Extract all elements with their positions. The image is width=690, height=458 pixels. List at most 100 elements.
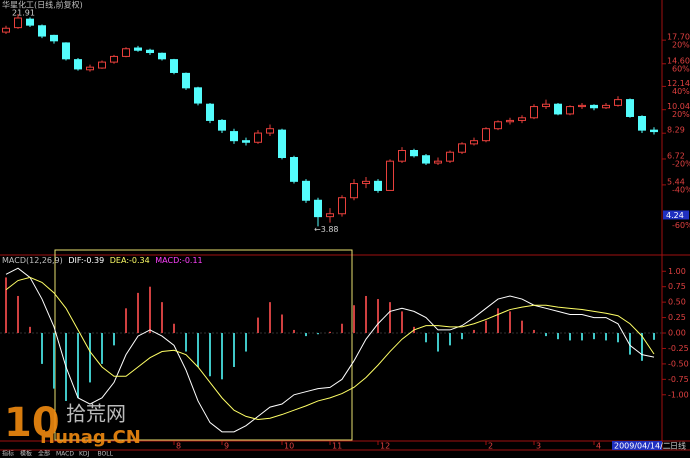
candle-body	[50, 34, 58, 42]
y-pct-label: 20%	[672, 110, 690, 119]
candle-body	[362, 180, 370, 185]
candle-body	[542, 103, 550, 108]
y-tick-label: 6.72	[667, 151, 685, 160]
candle-body	[278, 129, 286, 159]
candle-body	[590, 104, 598, 109]
y-tick-label: -0.75	[668, 375, 689, 384]
candle-body	[230, 131, 238, 142]
candle-body	[86, 66, 94, 71]
y-tick-label: -0.50	[668, 359, 689, 368]
candle-body	[518, 117, 526, 121]
candle-body	[530, 106, 538, 119]
y-tick-label: 10.04	[667, 102, 690, 111]
y-tick-label: 8.29	[667, 126, 685, 135]
candle-body	[374, 180, 382, 191]
candle-body	[266, 128, 274, 134]
x-tick-label: 9	[224, 442, 229, 451]
candle-body	[62, 42, 70, 60]
candle-body	[134, 47, 142, 51]
x-tick-label: 8	[176, 442, 181, 451]
y-tick-label: 12.14	[667, 79, 690, 88]
candle-body	[434, 160, 442, 164]
date-box	[612, 441, 662, 450]
watermark: 10 拾荒网 Hunag.CN	[4, 400, 141, 448]
candle-body	[650, 129, 658, 133]
candle-body	[206, 103, 214, 121]
candle-body	[158, 52, 166, 60]
y-pct-label: -20%	[672, 159, 690, 168]
candle-body	[314, 199, 322, 218]
candle-body	[242, 140, 250, 143]
tab[interactable]: 全部	[38, 450, 50, 458]
candle-body	[506, 119, 514, 123]
candle-body	[290, 157, 298, 182]
annotation: 21.91	[12, 8, 35, 17]
annotation: ←3.88	[314, 225, 339, 234]
y-tick-label: 14.60	[667, 56, 690, 65]
dif-label: DIF:-0.39	[68, 256, 104, 265]
tab[interactable]: 指标	[2, 450, 14, 458]
candle-body	[194, 87, 202, 104]
candle-body	[254, 132, 262, 143]
candle-body	[338, 197, 346, 215]
candle-body	[494, 121, 502, 130]
y-pct-label: 40%	[672, 87, 690, 96]
candle-body	[422, 155, 430, 164]
candle-body	[554, 103, 562, 115]
cursor-pct: -60%	[672, 221, 690, 230]
period-label: 日线	[670, 441, 686, 451]
y-pct-label: -40%	[672, 185, 690, 194]
tab[interactable]: KDJ	[79, 451, 90, 458]
y-tick-label: 5.44	[667, 177, 685, 186]
candle-body	[110, 55, 118, 63]
candle-body	[26, 18, 34, 26]
candle-body	[14, 17, 22, 29]
candle-body	[398, 150, 406, 162]
tab[interactable]: MACD	[56, 451, 74, 458]
candle-body	[614, 99, 622, 106]
candle-body	[566, 106, 574, 115]
candle-body	[446, 151, 454, 162]
watermark-site: Hunag.CN	[40, 427, 141, 448]
chart-title: 华星化工(日线,前复权)	[2, 0, 83, 10]
candle-body	[410, 150, 418, 157]
candle-body	[578, 104, 586, 108]
tab[interactable]: BOLL	[98, 451, 114, 458]
candle-body	[170, 59, 178, 73]
y-tick-label: 0.75	[668, 282, 686, 291]
y-pct-label: 60%	[672, 64, 690, 73]
tab[interactable]: 模板	[20, 450, 32, 458]
y-tick-label: -0.25	[668, 344, 689, 353]
candle-body	[182, 72, 190, 89]
y-tick-label: 0.25	[668, 313, 686, 322]
candle-body	[602, 104, 610, 109]
y-tick-label: 0.00	[668, 329, 686, 338]
x-tick-label: 4	[596, 442, 601, 451]
candle-body	[458, 143, 466, 153]
macd-line	[5, 267, 655, 433]
candle-body	[122, 48, 130, 57]
candle-body	[2, 27, 10, 33]
x-tick-label: 2	[488, 442, 493, 451]
candle-body	[74, 59, 82, 70]
watermark-name: 拾荒网	[66, 402, 126, 426]
x-tick-label: 3	[536, 442, 541, 451]
y-tick-label: 0.50	[668, 298, 686, 307]
candle-body	[146, 49, 154, 54]
macd-title: MACD(12,26,9)	[2, 256, 63, 265]
candle-body	[98, 61, 106, 69]
x-tick-label: 10	[284, 442, 294, 451]
y-pct-label: 20%	[672, 41, 690, 50]
date-label: 2009/04/14/二	[614, 442, 671, 451]
candle-body	[386, 160, 394, 191]
macd-label: MACD:-0.11	[155, 256, 202, 265]
candle-body	[482, 128, 490, 142]
candle-body	[350, 183, 358, 199]
x-tick-label: 12	[380, 442, 390, 451]
y-tick-label: 1.00	[668, 267, 686, 276]
y-tick-label: 17.70	[667, 33, 690, 42]
cursor-label: 4.24	[666, 211, 684, 220]
candle-body	[470, 140, 478, 145]
cursor-box	[663, 210, 689, 220]
